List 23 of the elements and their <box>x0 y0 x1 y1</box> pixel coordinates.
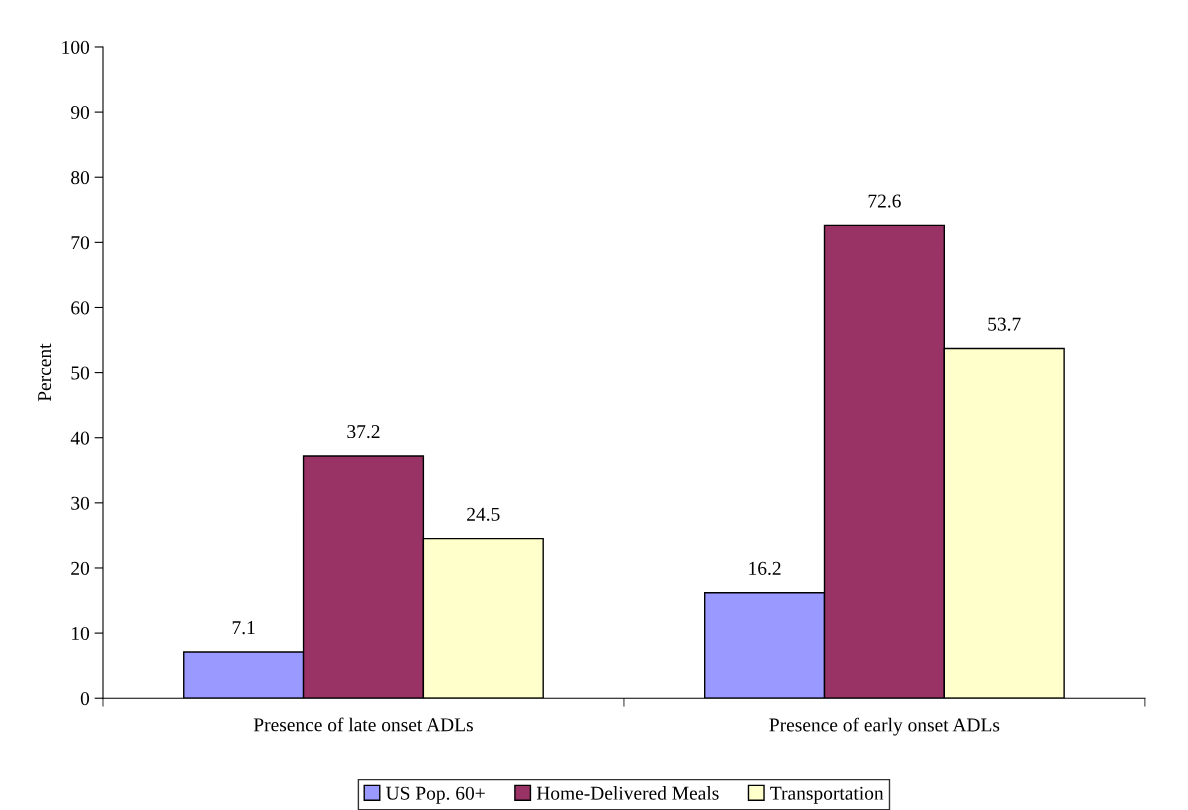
y-tick-label: 40 <box>70 431 90 445</box>
data-label: 16.2 <box>749 561 781 575</box>
x-tick-label: Presence of late onset ADLs <box>253 717 473 732</box>
legend-label: Home-Delivered Meals <box>536 786 719 800</box>
y-tick-label: 20 <box>71 561 90 575</box>
y-axis-title: Percent <box>38 343 52 402</box>
y-tick-label: 100 <box>62 40 90 54</box>
y-tick-label: 80 <box>71 171 90 185</box>
data-label: 24.5 <box>467 507 500 521</box>
x-tick-label: Presence of early onset ADLs <box>769 717 1000 736</box>
y-tick-label: 60 <box>71 301 90 315</box>
data-label: 7.1 <box>232 621 255 635</box>
y-tick-label: 90 <box>70 105 90 120</box>
data-label: 53.7 <box>988 317 1021 331</box>
y-tick-label: 30 <box>71 496 90 510</box>
y-tick-label: 0 <box>80 692 90 706</box>
legend-label: US Pop. 60+ <box>386 786 485 804</box>
legend-label: Transportation <box>770 786 884 804</box>
y-tick-label: 10 <box>72 626 90 641</box>
data-label: 37.2 <box>347 425 380 439</box>
y-tick-label: 50 <box>71 366 90 380</box>
data-label: 72.6 <box>868 194 901 208</box>
y-tick-label: 70 <box>71 236 90 250</box>
